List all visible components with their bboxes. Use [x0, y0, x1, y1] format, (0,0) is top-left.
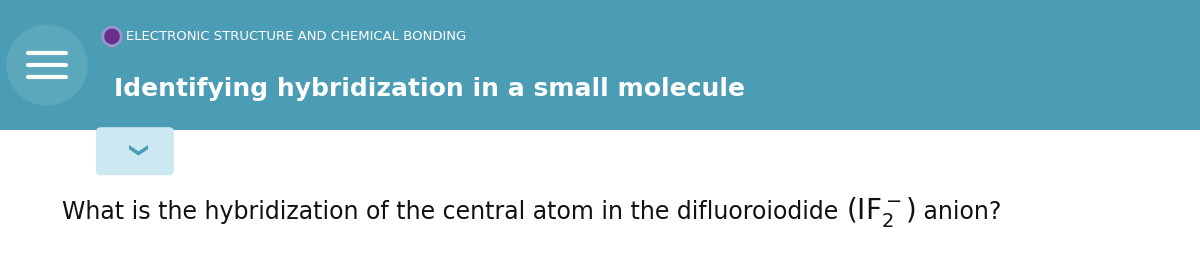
- Text: What is the hybridization of the central atom in the difluoroiodide: What is the hybridization of the central…: [62, 200, 846, 224]
- Text: Identifying hybridization in a small molecule: Identifying hybridization in a small mol…: [114, 76, 745, 101]
- Text: ❯: ❯: [126, 143, 144, 159]
- Bar: [0, 0, 1200, 130]
- Circle shape: [106, 29, 119, 43]
- Text: $\left(\mathrm{IF_2^-}\right)$: $\left(\mathrm{IF_2^-}\right)$: [846, 195, 916, 229]
- FancyBboxPatch shape: [96, 127, 174, 175]
- Circle shape: [7, 25, 88, 105]
- Text: anion?: anion?: [916, 200, 1001, 224]
- Text: ELECTRONIC STRUCTURE AND CHEMICAL BONDING: ELECTRONIC STRUCTURE AND CHEMICAL BONDIN…: [126, 30, 467, 43]
